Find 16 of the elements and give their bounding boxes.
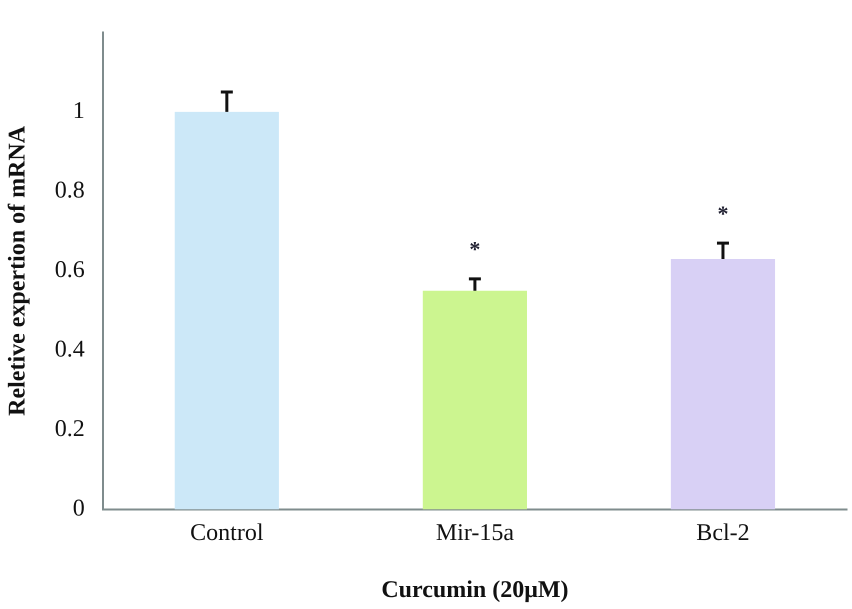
y-tick-label: 0.6 [54, 257, 85, 284]
x-tick-label: Control [190, 520, 264, 546]
x-axis-title: Curcumin (20μM) [381, 576, 568, 603]
y-axis-title: Reletive expertion of mRNA [4, 125, 31, 416]
y-tick-label: 0 [72, 496, 85, 522]
y-tick-label: 1 [72, 98, 85, 124]
annotation: * [469, 236, 480, 262]
bar [422, 290, 527, 510]
x-tick-label: Mir-15a [436, 520, 514, 546]
annotation: * [717, 200, 728, 226]
bar [174, 112, 279, 510]
x-tick-label: Bcl-2 [696, 520, 750, 546]
y-tick-label: 0.2 [54, 416, 85, 442]
y-tick-label: 0.4 [54, 336, 85, 363]
bar [670, 258, 776, 510]
y-tick-label: 0.8 [54, 178, 85, 204]
